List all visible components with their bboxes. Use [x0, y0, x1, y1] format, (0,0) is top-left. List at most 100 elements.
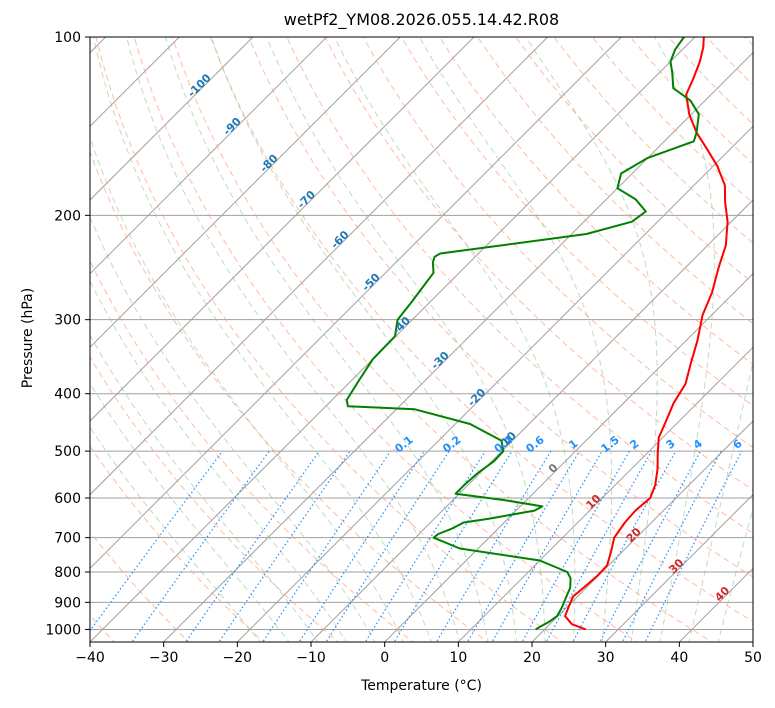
- chart-title: wetPf2_YM08.2026.055.14.42.R08: [283, 10, 560, 29]
- isotherm-label: 40: [712, 584, 732, 604]
- x-tick-label: 0: [380, 650, 389, 666]
- mixing-ratio-label: 6: [731, 437, 745, 452]
- dry-adiabat-line: [362, 37, 753, 449]
- mixing-ratio-line: [185, 450, 320, 642]
- y-tick-label: 600: [54, 491, 81, 507]
- dry-adiabat-line: [171, 37, 713, 642]
- mixing-ratio-label: 3: [664, 437, 678, 452]
- mixing-ratio-line: [599, 450, 702, 642]
- moist-adiabat-line: [164, 37, 489, 642]
- isotherm-label: -40: [390, 314, 413, 337]
- mixing-ratio-line: [218, 450, 351, 642]
- mixing-ratio-line: [298, 450, 425, 642]
- y-tick-label: 700: [54, 531, 81, 547]
- moist-adiabat-line: [525, 37, 658, 642]
- x-tick-label: −20: [223, 650, 253, 666]
- dry-adiabat-line: [744, 37, 753, 47]
- isotherm-line: [383, 272, 753, 642]
- isotherm-label: -100: [185, 71, 214, 100]
- moist-adiabat-line: [90, 135, 404, 642]
- y-tick-label: 400: [54, 387, 81, 403]
- moist-adiabat-line: [418, 37, 613, 642]
- isotherm-label: 20: [624, 525, 644, 545]
- dry-adiabat-line: [90, 356, 339, 642]
- isotherm-line: [90, 37, 107, 54]
- mixing-ratio-line: [262, 450, 392, 642]
- dewpoint-line: [345, 37, 700, 631]
- moist-adiabat-line: [126, 37, 461, 642]
- dry-adiabat-line: [248, 37, 753, 578]
- mixing-ratio-line: [572, 450, 677, 642]
- isotherm-line: [90, 37, 475, 422]
- dry-adiabat-line: [438, 37, 753, 366]
- x-tick-label: −40: [75, 650, 105, 666]
- dry-adiabat-line: [90, 445, 265, 642]
- y-tick-label: 800: [54, 565, 81, 581]
- y-tick-label: 100: [54, 30, 81, 46]
- dry-adiabat-line: [286, 37, 753, 534]
- mixing-ratio-line: [131, 450, 270, 642]
- moist-adiabat-line: [334, 37, 576, 642]
- isotherm-label: -50: [359, 270, 382, 293]
- dry-adiabat-line: [95, 37, 564, 642]
- dry-adiabat-line: [133, 37, 638, 642]
- isotherm-line: [531, 420, 753, 642]
- moist-adiabat-line: [90, 382, 290, 642]
- isotherm-line: [90, 37, 181, 128]
- dry-adiabat-line: [210, 37, 753, 623]
- dry-adiabat-line: [515, 37, 753, 284]
- x-tick-label: −10: [296, 650, 326, 666]
- isotherm-line: [90, 37, 328, 275]
- dry-adiabat-line: [90, 614, 115, 642]
- y-tick-label: 200: [54, 208, 81, 224]
- dry-adiabat-line: [591, 37, 753, 204]
- x-tick-label: 40: [670, 650, 688, 666]
- mixing-ratio-label: 8: [760, 437, 774, 452]
- x-axis-label: Temperature (°C): [361, 678, 482, 694]
- mixing-ratio-label: 1: [566, 437, 580, 452]
- isotherm-label: 30: [666, 556, 686, 576]
- mixing-ratio-line: [466, 450, 580, 642]
- isotherm-label: -20: [465, 386, 488, 409]
- mixing-ratio-line: [393, 450, 513, 642]
- isotherm-line: [752, 641, 753, 642]
- dry-adiabat-line: [553, 37, 753, 244]
- moist-adiabat-line: [90, 334, 319, 642]
- isotherm-label: 10: [583, 492, 603, 512]
- mixing-ratio-label: 0.2: [440, 433, 463, 455]
- isotherm-line: [678, 567, 753, 642]
- y-tick-label: 500: [54, 444, 81, 460]
- x-tick-label: 20: [523, 650, 541, 666]
- isotherm-line: [90, 37, 402, 349]
- dry-adiabat-line: [90, 531, 190, 642]
- isotherm-label: -30: [429, 349, 452, 372]
- isotherm-line: [90, 37, 254, 201]
- mixing-ratio-label: 0.6: [523, 433, 547, 455]
- isotherm-line: [310, 199, 753, 642]
- y-tick-label: 300: [54, 313, 81, 329]
- x-tick-label: 50: [744, 650, 762, 666]
- mixing-ratio-line: [90, 450, 223, 632]
- mixing-ratio-line: [644, 450, 743, 642]
- isotherm-line: [236, 125, 753, 642]
- mixing-ratio-label: 2: [628, 437, 642, 452]
- isotherm-line: [604, 493, 753, 642]
- dry-adiabat-line: [90, 259, 414, 642]
- moist-adiabat-line: [90, 426, 261, 642]
- dry-adiabat-line: [324, 37, 753, 491]
- moist-adiabat-line: [90, 215, 376, 642]
- temperature-line: [564, 37, 729, 631]
- isotherm-label: -80: [257, 152, 280, 175]
- mixing-ratio-line: [621, 450, 722, 642]
- dry-adiabat-line: [90, 150, 489, 642]
- moist-adiabat-line: [210, 37, 518, 642]
- moist-adiabat-line: [266, 37, 546, 642]
- y-tick-label: 900: [54, 595, 81, 611]
- mixing-ratio-line: [325, 450, 450, 642]
- x-tick-label: −30: [149, 650, 179, 666]
- isotherm-line: [457, 346, 753, 642]
- isotherm-line: [90, 37, 549, 496]
- mixing-ratio-label: 4: [691, 437, 705, 452]
- isotherm-label: -90: [221, 115, 244, 138]
